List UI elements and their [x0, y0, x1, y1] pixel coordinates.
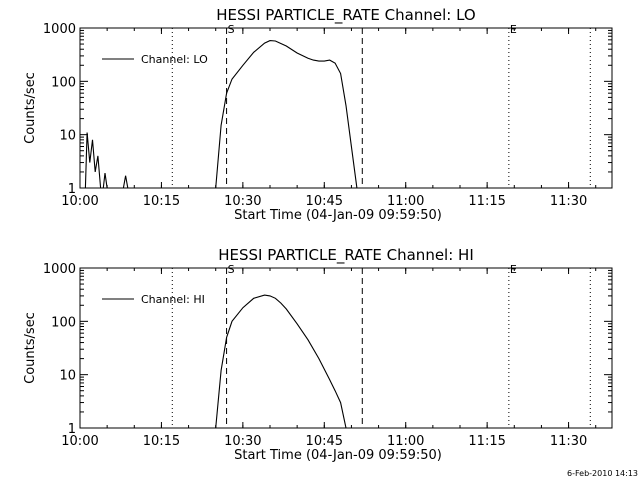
x-tick-label: 10:30 — [224, 434, 261, 449]
x-tick-label: 10:00 — [61, 194, 98, 209]
x-tick-label: 11:15 — [468, 434, 505, 449]
y-tick-label: 100 — [51, 75, 76, 90]
x-tick-label: 11:00 — [387, 194, 424, 209]
end-marker-label: E — [510, 263, 517, 276]
x-tick-label: 11:30 — [550, 434, 587, 449]
y-tick-label: 1 — [68, 422, 76, 437]
x-tick-label: 10:00 — [61, 434, 98, 449]
x-axis-label: Start Time (04-Jan-09 09:59:50) — [234, 448, 442, 463]
series-line — [122, 175, 129, 189]
x-tick-label: 10:15 — [143, 434, 180, 449]
x-tick-label: 10:45 — [306, 434, 343, 449]
y-tick-label: 1000 — [43, 262, 76, 277]
legend-label: Channel: HI — [141, 293, 205, 306]
series-line — [215, 40, 358, 189]
y-tick-label: 10 — [59, 369, 76, 384]
x-tick-label: 10:30 — [224, 194, 261, 209]
x-axis-label: Start Time (04-Jan-09 09:59:50) — [234, 208, 442, 223]
y-tick-label: 1 — [68, 182, 76, 197]
y-axis-label: Counts/sec — [23, 72, 38, 144]
x-tick-label: 10:15 — [143, 194, 180, 209]
y-tick-label: 10 — [59, 129, 76, 144]
y-tick-label: 100 — [51, 315, 76, 330]
series-line — [102, 173, 108, 189]
date-stamp: 6-Feb-2010 14:13 — [567, 469, 638, 478]
plot-frame — [79, 27, 613, 189]
x-tick-label: 11:15 — [468, 194, 505, 209]
x-tick-label: 10:45 — [306, 194, 343, 209]
chart-title: HESSI PARTICLE_RATE Channel: LO — [216, 6, 475, 25]
end-marker-label: E — [510, 23, 517, 36]
plot-frame — [79, 267, 613, 429]
x-tick-label: 11:30 — [550, 194, 587, 209]
start-marker-label: S — [228, 263, 235, 276]
y-axis-label: Counts/sec — [23, 312, 38, 384]
series-line — [84, 132, 102, 189]
chart-title: HESSI PARTICLE_RATE Channel: HI — [218, 246, 474, 265]
start-marker-label: S — [228, 23, 235, 36]
y-tick-label: 1000 — [43, 22, 76, 37]
panel-lo-channel: HESSI PARTICLE_RATE Channel: LO 10:00 10:1… — [23, 6, 613, 223]
series-line — [215, 294, 347, 429]
panel-hi-channel: HESSI PARTICLE_RATE Channel: HI 10:00 10:1… — [23, 246, 613, 463]
legend-label: Channel: LO — [141, 53, 208, 66]
x-tick-label: 11:00 — [387, 434, 424, 449]
